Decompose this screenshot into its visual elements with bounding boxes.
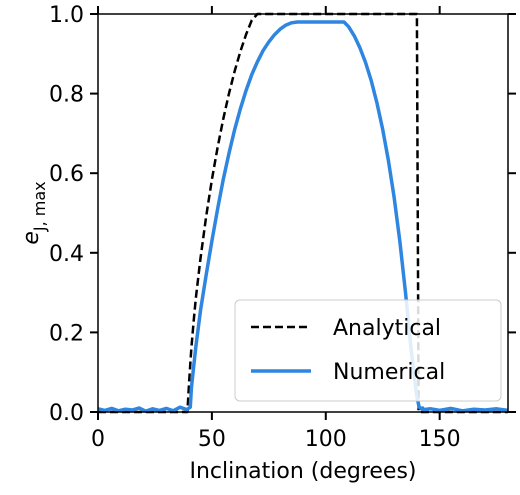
legend-label-numerical: Numerical — [333, 360, 445, 385]
plot-frame — [97, 13, 509, 413]
y-tick-label: 0.2 — [49, 321, 84, 346]
x-tick-label: 150 — [419, 427, 461, 452]
legend: Analytical Numerical — [234, 299, 502, 402]
legend-box — [234, 299, 502, 402]
y-tick-label: 0.0 — [49, 401, 84, 426]
x-tick-label: 100 — [305, 427, 347, 452]
x-tick-label: 0 — [91, 427, 105, 452]
y-tick-label: 0.4 — [49, 242, 84, 267]
y-axis-title-sub: J, max — [30, 181, 49, 232]
y-tick-label: 1.0 — [49, 3, 84, 28]
tick-layer: 0 50 100 150 0.0 0.2 0.4 0.6 0.8 1.0 — [49, 3, 516, 452]
y-tick-label: 0.8 — [49, 83, 84, 108]
y-tick-label: 0.6 — [49, 162, 84, 187]
y-axis-title-main: e — [19, 231, 44, 245]
series-line-numerical — [97, 20, 509, 413]
legend-label-analytical: Analytical — [333, 316, 441, 341]
y-axis-title: eJ, max — [19, 181, 49, 244]
x-axis-title: Inclination (degrees) — [189, 459, 416, 484]
x-tick-label: 50 — [198, 427, 226, 452]
